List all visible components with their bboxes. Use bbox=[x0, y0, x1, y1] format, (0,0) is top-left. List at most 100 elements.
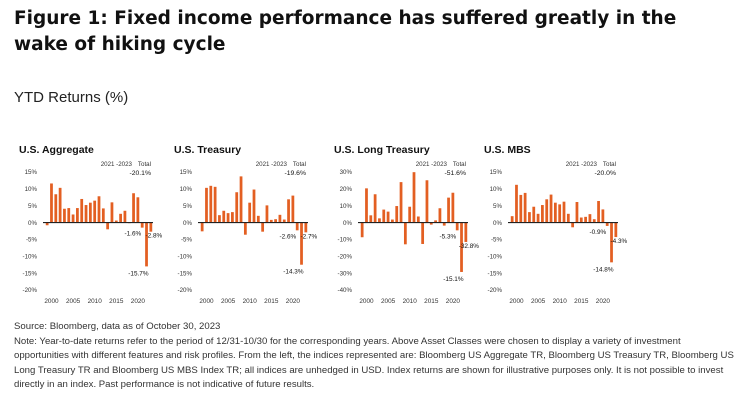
bar-chart-mbs: 2021 -2023 Total -20.0% 15% 10% 5% 0% -5% -10% -1… bbox=[488, 161, 628, 305]
bar-value-label: -14.8% bbox=[593, 266, 614, 273]
x-tick-label: 2015 bbox=[424, 298, 439, 305]
total-label: -20.0% bbox=[594, 170, 616, 177]
y-tick-label: 15% bbox=[490, 169, 503, 176]
bar-2014 bbox=[425, 180, 429, 223]
bar-2007 bbox=[235, 192, 239, 223]
chart-panel-treasury: U.S. Treasury 2021 -2023 Total -19.6% 15% 10… bbox=[174, 144, 329, 306]
bar-chart-long-treasury: 2021 -2023 Total -51.6% 30% 20% 10% 0% -10% -20%… bbox=[338, 161, 480, 305]
x-tick-label: 2015 bbox=[264, 298, 279, 305]
bar-2014 bbox=[265, 205, 269, 223]
bar-2012 bbox=[256, 215, 260, 223]
y-tick-label: -40% bbox=[338, 287, 353, 294]
legend-total: Total bbox=[138, 161, 151, 168]
bar-2011 bbox=[97, 196, 101, 223]
y-tick-label: 0% bbox=[493, 220, 502, 227]
chart-title: U.S. Long Treasury bbox=[334, 144, 430, 156]
bar-2013 bbox=[421, 222, 425, 244]
bar-2016 bbox=[434, 220, 437, 223]
bar-2004 bbox=[532, 206, 536, 223]
bar-2004 bbox=[222, 210, 226, 223]
legend-total: Total bbox=[603, 161, 616, 168]
x-tick-label: 2015 bbox=[109, 298, 124, 305]
y-tick-label: -15% bbox=[23, 270, 38, 277]
bar-2006 bbox=[541, 205, 544, 223]
bar-2009 bbox=[88, 202, 92, 223]
bar-2014 bbox=[110, 202, 114, 223]
bar-2015 bbox=[579, 217, 583, 223]
bar-2012 bbox=[416, 216, 420, 223]
y-tick-label: 15% bbox=[180, 169, 193, 176]
bar-2011 bbox=[252, 189, 256, 223]
bar-2015 bbox=[269, 219, 273, 223]
bar-2011 bbox=[412, 172, 416, 223]
y-tick-label: -20% bbox=[23, 287, 38, 294]
bar-2019 bbox=[597, 200, 600, 223]
bar-2015 bbox=[114, 220, 118, 223]
chart-panel-mbs: U.S. MBS 2021 -2023 Total -20.0% 15% 10% 5% 0%… bbox=[484, 144, 639, 306]
bar-2020 bbox=[451, 192, 455, 223]
bar-2019 bbox=[287, 199, 290, 223]
bar-value-label: -14.3% bbox=[283, 269, 304, 276]
bar-2015 bbox=[429, 222, 433, 225]
legend-total: Total bbox=[293, 161, 306, 168]
y-tick-label: -10% bbox=[488, 253, 503, 260]
bar-2006 bbox=[76, 208, 79, 223]
y-tick-label: 10% bbox=[340, 203, 353, 210]
bar-2021 bbox=[455, 222, 459, 231]
bar-2006 bbox=[391, 219, 394, 223]
bar-1999 bbox=[45, 222, 49, 226]
bar-value-label: -15.7% bbox=[128, 270, 149, 277]
y-tick-label: 15% bbox=[25, 169, 38, 176]
bar-1999 bbox=[200, 222, 204, 232]
y-tick-label: 0% bbox=[28, 220, 37, 227]
y-tick-label: -5% bbox=[491, 237, 503, 244]
bar-2023 bbox=[304, 222, 308, 233]
y-tick-label: -5% bbox=[181, 237, 193, 244]
bar-2020 bbox=[601, 209, 605, 223]
bar-2016 bbox=[584, 216, 587, 223]
x-tick-label: 2000 bbox=[44, 298, 59, 305]
figure-title: Figure 1: Fixed income performance has s… bbox=[14, 8, 677, 55]
bar-2016 bbox=[119, 213, 122, 223]
bar-2008 bbox=[549, 194, 553, 223]
y-tick-label: 10% bbox=[25, 186, 38, 193]
bar-2012 bbox=[566, 213, 570, 223]
source-note: Source: Bloomberg, data as of October 30… bbox=[14, 321, 221, 332]
bar-value-label: -2.8% bbox=[145, 233, 162, 240]
y-tick-label: -15% bbox=[178, 270, 193, 277]
bar-2000 bbox=[50, 183, 53, 223]
bar-2005 bbox=[71, 214, 75, 223]
bar-2011 bbox=[562, 201, 566, 223]
bar-2003 bbox=[528, 212, 531, 223]
bar-2009 bbox=[403, 222, 407, 245]
y-tick-label: 10% bbox=[180, 186, 193, 193]
x-tick-label: 2020 bbox=[596, 298, 611, 305]
bar-2012 bbox=[101, 208, 105, 223]
bar-2002 bbox=[58, 187, 62, 223]
y-tick-label: -10% bbox=[338, 237, 353, 244]
legend-period: 2021 -2023 bbox=[256, 161, 288, 168]
bar-value-label: -15.1% bbox=[443, 276, 464, 283]
bar-2007 bbox=[545, 199, 549, 223]
bar-2017 bbox=[278, 214, 282, 223]
bar-value-label: -32.8% bbox=[459, 243, 480, 250]
x-tick-label: 2005 bbox=[221, 298, 236, 305]
bar-2017 bbox=[588, 214, 592, 223]
bar-2020 bbox=[136, 197, 140, 223]
x-tick-label: 2010 bbox=[243, 298, 258, 305]
bar-2007 bbox=[80, 198, 84, 223]
y-tick-label: -5% bbox=[26, 237, 38, 244]
chart-panel-long-treasury: U.S. Long Treasury 2021 -2023 Total -51.6%… bbox=[334, 144, 489, 306]
bar-2005 bbox=[226, 213, 230, 223]
total-label: -20.1% bbox=[129, 170, 151, 177]
chart-panel-aggregate: U.S. Aggregate 2021 -2023 Total -20.1% 15% 1… bbox=[19, 144, 174, 306]
legend-period: 2021 -2023 bbox=[566, 161, 598, 168]
x-tick-label: 2010 bbox=[553, 298, 568, 305]
y-tick-label: -10% bbox=[178, 253, 193, 260]
y-tick-label: 10% bbox=[490, 186, 503, 193]
bar-2022 bbox=[145, 222, 148, 267]
bar-1999 bbox=[510, 216, 514, 223]
legend-total: Total bbox=[453, 161, 466, 168]
x-tick-label: 2005 bbox=[66, 298, 81, 305]
total-label: -19.6% bbox=[284, 170, 306, 177]
